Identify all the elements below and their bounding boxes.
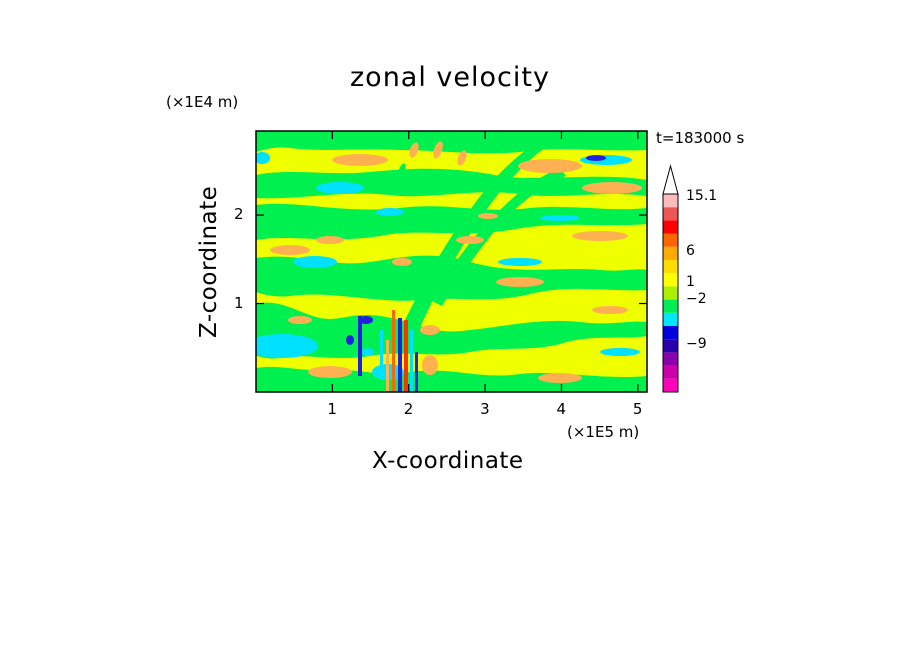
y-unit-label: (×1E4 m) bbox=[166, 93, 239, 111]
colorbar-segment bbox=[663, 299, 678, 313]
colorbar bbox=[662, 164, 679, 393]
wave-cells bbox=[398, 133, 606, 177]
colorbar-segment bbox=[663, 312, 678, 326]
colorbar-segment bbox=[663, 260, 678, 274]
colorbar-label: 1 bbox=[686, 274, 695, 290]
colorbar-label: −9 bbox=[686, 336, 707, 352]
colorbar-segment bbox=[663, 352, 678, 366]
colorbar-label: 15.1 bbox=[686, 188, 718, 204]
colorbar-segment bbox=[663, 273, 678, 287]
plot-frame bbox=[255, 130, 648, 393]
y-tick-label: 1 bbox=[234, 293, 244, 312]
y-ticks bbox=[256, 214, 647, 305]
x-tick-label: 1 bbox=[327, 400, 337, 418]
x-unit-label: (×1E5 m) bbox=[567, 423, 640, 441]
colorbar-extend-triangle bbox=[662, 164, 679, 195]
x-tick-label: 5 bbox=[632, 400, 643, 418]
x-ticks bbox=[331, 131, 639, 392]
y-tick-label: 2 bbox=[234, 205, 244, 224]
colorbar-segment bbox=[663, 246, 678, 260]
colorbar-label: 6 bbox=[686, 243, 695, 259]
colorbar-segment bbox=[663, 233, 678, 247]
colorbar-segment bbox=[663, 365, 678, 379]
time-label: t=183000 s bbox=[656, 129, 745, 147]
chart-title: zonal velocity bbox=[350, 62, 550, 93]
colorbar-segment bbox=[663, 378, 678, 392]
intense-features bbox=[346, 310, 438, 392]
colorbar-segment bbox=[663, 326, 678, 340]
colorbar-frame bbox=[662, 193, 679, 393]
colorbar-segment bbox=[663, 339, 678, 353]
x-tick-label: 3 bbox=[480, 400, 490, 418]
x-axis-label: X-coordinate bbox=[372, 448, 524, 474]
x-tick-label: 4 bbox=[556, 400, 567, 418]
y-axis-label: Z-coordinate bbox=[196, 185, 222, 338]
colorbar-segment bbox=[663, 220, 678, 234]
contour-field bbox=[256, 131, 647, 392]
x-tick-label: 2 bbox=[403, 400, 414, 418]
colorbar-segment bbox=[663, 194, 678, 208]
orange-patches bbox=[270, 154, 642, 383]
colorbar-segment bbox=[663, 286, 678, 300]
colorbar-segment bbox=[663, 207, 678, 221]
colorbar-label: −2 bbox=[686, 291, 707, 307]
